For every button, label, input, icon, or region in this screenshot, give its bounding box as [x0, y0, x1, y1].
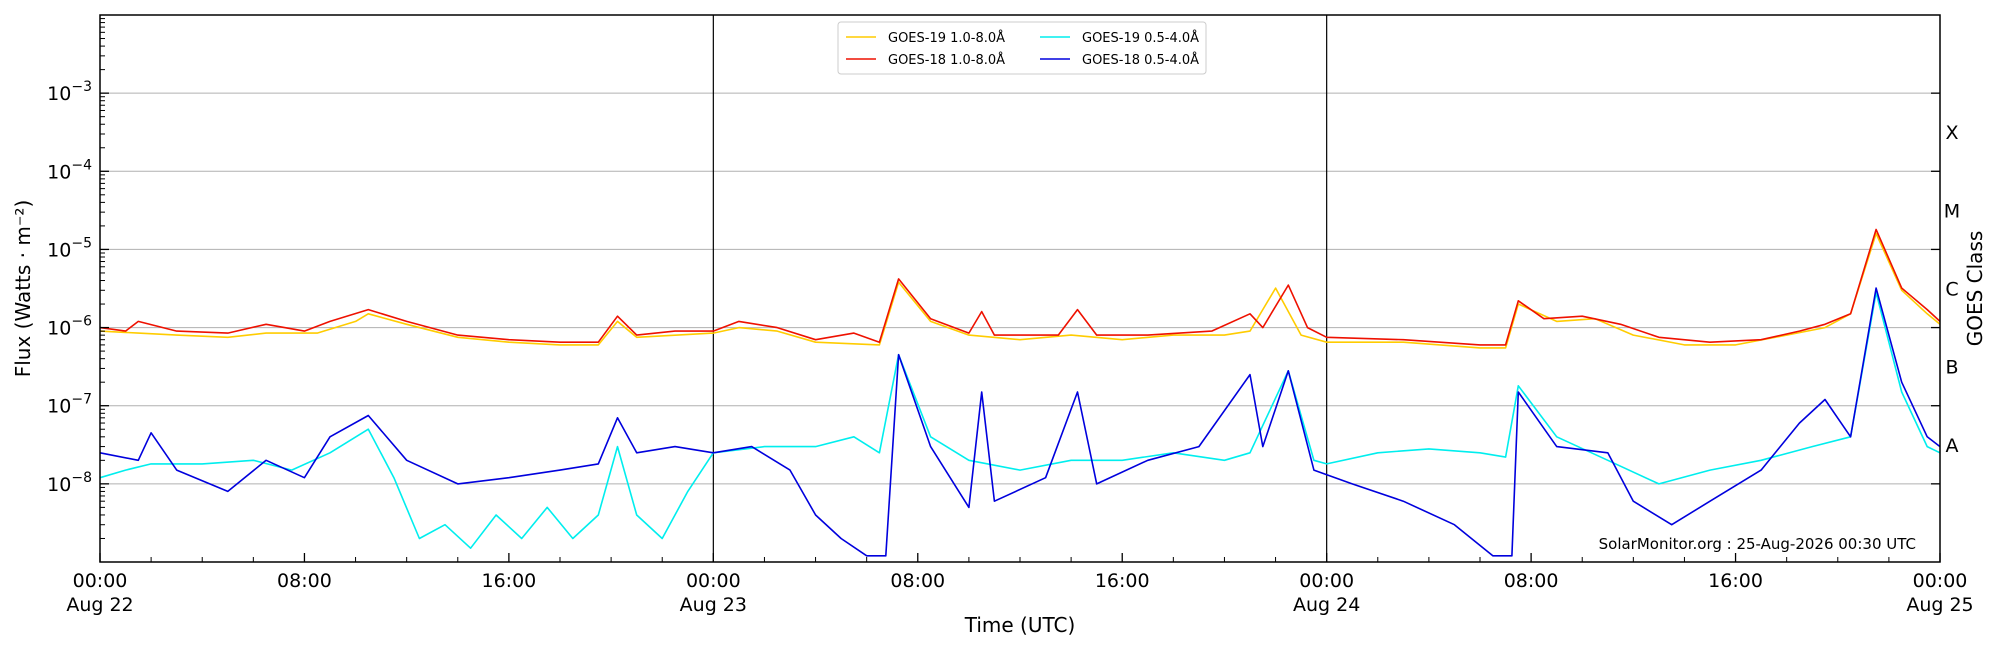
x-tick-time-label: 08:00 [1504, 570, 1559, 592]
goes-class-label: B [1945, 357, 1958, 379]
x-axis-title: Time (UTC) [964, 613, 1076, 637]
legend: GOES-19 1.0-8.0Å GOES-19 0.5-4.0Å GOES-18 … [837, 21, 1207, 75]
x-tick-date-label: Aug 22 [66, 594, 133, 616]
goes-class-label: X [1945, 122, 1958, 144]
goes-class-labels: A B C M X [1944, 122, 1960, 457]
goes-class-title: GOES Class [1963, 231, 1987, 347]
legend-label: GOES-19 1.0-8.0Å [888, 30, 1005, 46]
plot-series [99, 228, 1941, 557]
x-tick-date-label: Aug 23 [680, 594, 747, 616]
x-tick-time-label: 16:00 [1095, 570, 1150, 592]
series-line-2 [99, 228, 1941, 346]
y-tick-label: 10−6 [47, 314, 92, 340]
y-axis-ticks: 10−8 10−7 10−6 10−5 10−4 10−3 [47, 18, 1940, 539]
legend-label: GOES-19 0.5-4.0Å [1082, 30, 1199, 46]
y-tick-label: 10−8 [47, 470, 92, 496]
x-tick-time-label: 16:00 [482, 570, 537, 592]
x-tick-time-label: 00:00 [686, 570, 741, 592]
legend-box [837, 21, 1207, 75]
legend-label: GOES-18 1.0-8.0Å [888, 52, 1005, 68]
x-tick-time-label: 16:00 [1708, 570, 1763, 592]
series-line-1 [99, 232, 1941, 349]
x-tick-date-label: Aug 24 [1293, 594, 1360, 616]
x-tick-time-label: 00:00 [1299, 570, 1354, 592]
x-tick-time-label: 00:00 [1913, 570, 1968, 592]
series-line-3 [99, 291, 1941, 549]
x-tick-date-label: Aug 25 [1906, 594, 1973, 616]
y-tick-label: 10−4 [47, 157, 92, 183]
goes-class-label: A [1946, 435, 1959, 457]
series-line-4 [99, 287, 1941, 557]
goes-class-label: M [1944, 200, 1960, 222]
y-tick-label: 10−3 [47, 79, 92, 105]
day-separator-lines [712, 15, 1328, 562]
y-axis-title: Flux (Watts · m⁻²) [11, 200, 35, 378]
goes-class-label: C [1945, 279, 1958, 301]
y-tick-label: 10−5 [47, 235, 92, 261]
x-tick-time-label: 00:00 [73, 570, 128, 592]
x-tick-time-label: 08:00 [277, 570, 332, 592]
credit-text: SolarMonitor.org : 25-Aug-2026 00:30 UTC [1599, 535, 1916, 553]
grid-lines [100, 92, 1940, 485]
x-tick-time-label: 08:00 [890, 570, 945, 592]
y-tick-label: 10−7 [47, 392, 92, 418]
legend-label: GOES-18 0.5-4.0Å [1082, 52, 1199, 68]
